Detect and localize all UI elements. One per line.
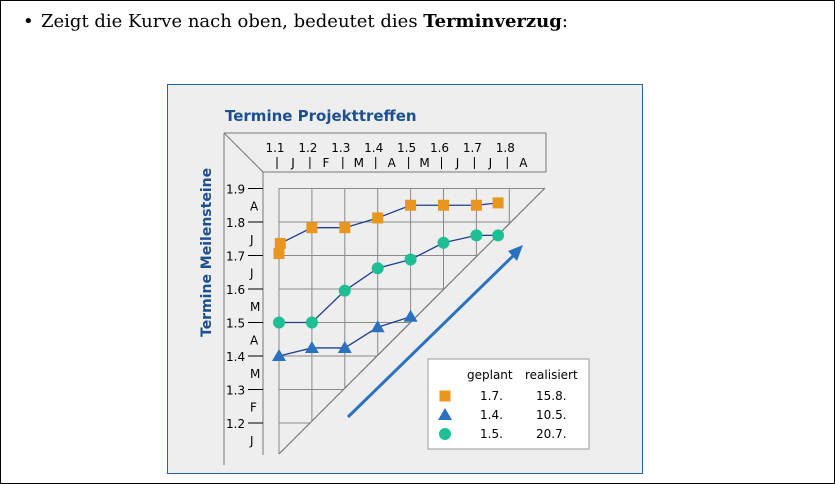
legend-planned-value: 1.4. [480, 408, 503, 422]
x-month-label: A [519, 156, 528, 170]
data-point [492, 229, 505, 242]
data-point [370, 320, 385, 333]
y-month-label: A [250, 333, 259, 347]
data-point [337, 340, 352, 353]
intro-text: Zeigt die Kurve nach oben, bedeutet dies [41, 11, 424, 32]
bullet-text: • Zeigt die Kurve nach oben, bedeutet die… [23, 11, 568, 32]
data-point [492, 197, 504, 209]
y-tick-label: 1.9 [226, 183, 245, 197]
data-point [304, 340, 319, 353]
legend-actual-value: 20.7. [536, 427, 567, 441]
data-point [470, 199, 482, 211]
data-point [405, 199, 417, 211]
x-tick-label: 1.8 [496, 141, 515, 155]
x-month-label: A [388, 156, 397, 170]
x-month-label: J [488, 156, 493, 170]
legend-header-actual: realisiert [525, 368, 578, 382]
chart-panel: Termine Projekttreffen Termine Meilenstei… [167, 84, 643, 474]
data-point [306, 222, 318, 234]
legend-planned-value: 1.7. [480, 389, 503, 403]
y-month-label: J [249, 266, 254, 280]
legend-header-planned: geplant [467, 368, 513, 382]
legend-actual-value: 10.5. [536, 408, 567, 422]
legend-marker [439, 428, 451, 440]
y-axis-label: Termine Meilensteine [199, 168, 215, 337]
corner-diagonal [223, 132, 264, 173]
y-month-label: M [250, 367, 260, 381]
y-tick-label: 1.5 [226, 317, 245, 331]
x-tick-label: 1.5 [397, 141, 416, 155]
data-point [437, 236, 450, 249]
y-month-label: J [249, 434, 254, 448]
y-tick-label: 1.7 [226, 250, 245, 264]
x-month-label: F [322, 156, 329, 170]
milestone-trend-chart: Termine Projekttreffen Termine Meilenstei… [199, 107, 590, 465]
y-tick-label: 1.8 [226, 216, 245, 230]
data-point [404, 253, 417, 266]
legend-planned-value: 1.5. [480, 427, 503, 441]
x-month-label: J [455, 156, 460, 170]
emphasis-text: Terminverzug [423, 11, 562, 32]
x-tick-label: 1.1 [265, 141, 284, 155]
data-point [272, 349, 286, 361]
legend-actual-value: 15.8. [536, 389, 567, 403]
y-tick-label: 1.2 [226, 417, 245, 431]
data-point [273, 316, 285, 329]
x-month-label: J [290, 156, 295, 170]
y-month-label: J [249, 233, 254, 247]
x-tick-label: 1.7 [463, 141, 482, 155]
y-month-label: A [250, 199, 259, 213]
data-point [438, 199, 449, 211]
trend-arrow-shaft [346, 251, 518, 419]
x-tick-label: 1.2 [298, 141, 317, 155]
data-point [273, 247, 285, 259]
y-month-label: M [250, 300, 260, 314]
x-tick-label: 1.4 [364, 141, 383, 155]
legend-marker [439, 390, 451, 402]
y-tick-label: 1.3 [226, 384, 245, 398]
data-point [305, 316, 318, 329]
y-tick-label: 1.6 [226, 283, 245, 297]
legend-marker [438, 408, 452, 420]
chart-title: Termine Projekttreffen [225, 107, 417, 125]
data-point [371, 262, 384, 275]
data-point [372, 212, 384, 224]
trend-arrow-head [508, 245, 523, 261]
data-point [339, 222, 351, 234]
bullet-mark: • [23, 11, 34, 32]
x-tick-label: 1.3 [331, 141, 350, 155]
data-point [470, 229, 483, 242]
x-month-label: M [419, 156, 429, 170]
data-point [403, 309, 418, 322]
y-tick-label: 1.4 [226, 350, 245, 364]
data-point [274, 237, 286, 249]
y-month-label: F [250, 400, 257, 414]
x-month-label: M [354, 156, 364, 170]
data-point [338, 284, 351, 297]
legend-box [427, 358, 590, 450]
tail-text: : [561, 11, 568, 32]
x-tick-label: 1.6 [430, 141, 449, 155]
